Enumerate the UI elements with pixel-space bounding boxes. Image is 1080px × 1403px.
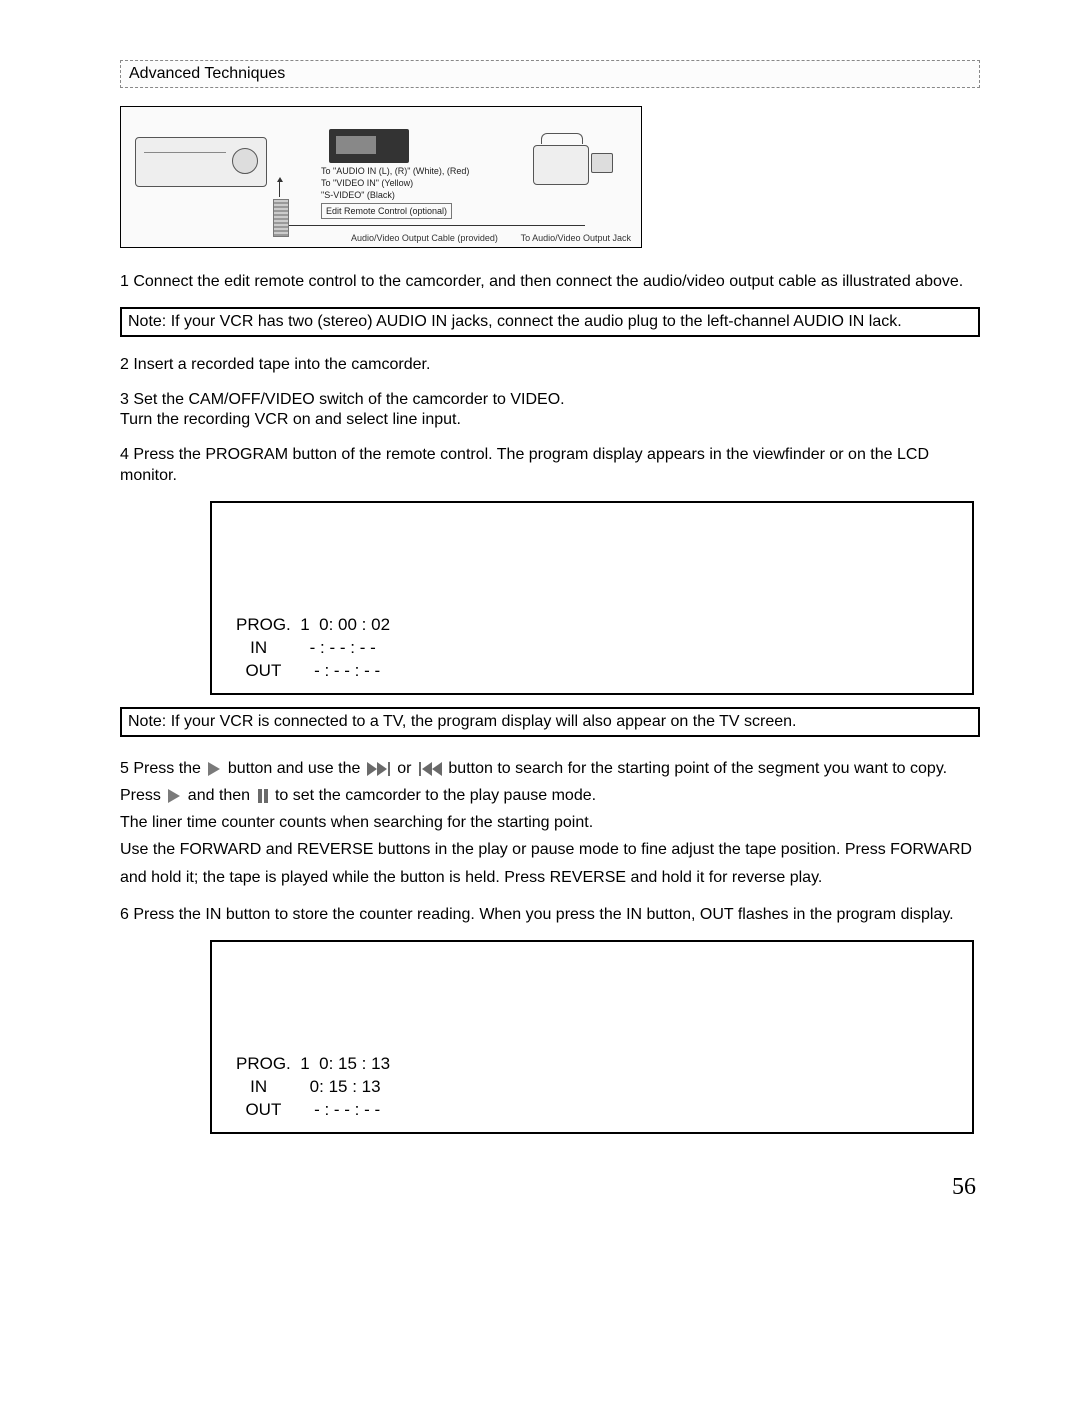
vcr-knob xyxy=(232,148,258,174)
step-6: 6 Press the IN button to store the count… xyxy=(120,905,980,926)
remote-screen xyxy=(336,136,376,154)
vcr-illustration xyxy=(135,137,267,187)
step-5c: Use the FORWARD and REVERSE buttons in t… xyxy=(120,841,972,885)
note-box-2: Note: If your VCR is connected to a TV, … xyxy=(120,707,980,737)
play-icon xyxy=(207,761,221,777)
label-video-in: To "VIDEO IN" (Yellow) xyxy=(321,177,469,189)
note-box-1: Note: If your VCR has two (stereo) AUDIO… xyxy=(120,307,980,337)
label-svideo: "S-VIDEO" (Black) xyxy=(321,189,469,201)
label-edit-remote: Edit Remote Control (optional) xyxy=(321,203,452,219)
label-cable: Audio/Video Output Cable (provided) xyxy=(351,233,498,243)
cam-body xyxy=(533,145,589,185)
cable-line xyxy=(289,225,585,226)
step-1: 1 Connect the edit remote control to the… xyxy=(120,272,980,293)
rewind-icon xyxy=(418,761,442,777)
display-2-text: PROG. 1 0: 15 : 13 IN 0: 15 : 13 OUT - :… xyxy=(236,1053,390,1122)
step-5: 5 Press the button and use the or button… xyxy=(120,755,980,891)
note-1-text: Note: If your VCR has two (stereo) AUDIO… xyxy=(128,313,902,330)
step-5-seg3: or xyxy=(397,760,416,777)
camcorder-illustration xyxy=(523,127,613,189)
page-number: 56 xyxy=(120,1174,980,1201)
step-5-seg5: and then xyxy=(188,787,255,804)
remote-illustration xyxy=(329,129,409,163)
step-3b: Turn the recording VCR on and select lin… xyxy=(120,411,461,428)
step-5-seg1: 5 Press the xyxy=(120,760,205,777)
arrow-icon xyxy=(279,181,280,197)
section-header: Advanced Techniques xyxy=(120,60,980,88)
note-2-text: Note: If your VCR is connected to a TV, … xyxy=(128,713,797,730)
step-5b: The liner time counter counts when searc… xyxy=(120,814,593,831)
fast-forward-icon xyxy=(367,761,391,777)
program-display-1: PROG. 1 0: 00 : 02 IN - : - - : - - OUT … xyxy=(210,501,974,695)
cam-handle xyxy=(541,133,583,144)
step-2: 2 Insert a recorded tape into the camcor… xyxy=(120,355,980,376)
pause-icon xyxy=(257,788,269,804)
vcr-slot xyxy=(144,152,226,153)
step-4: 4 Press the PROGRAM button of the remote… xyxy=(120,445,980,487)
step-3: 3 Set the CAM/OFF/VIDEO switch of the ca… xyxy=(120,390,980,432)
step-5-seg2: button and use the xyxy=(228,760,365,777)
display-1-text: PROG. 1 0: 00 : 02 IN - : - - : - - OUT … xyxy=(236,614,390,683)
step-5-seg6: to set the camcorder to the play pause m… xyxy=(275,787,596,804)
cable-connector xyxy=(273,199,289,237)
diagram-labels: To "AUDIO IN (L), (R)" (White), (Red) To… xyxy=(321,165,469,219)
play-icon-2 xyxy=(167,788,181,804)
step-3a: 3 Set the CAM/OFF/VIDEO switch of the ca… xyxy=(120,391,565,408)
cam-lens xyxy=(591,153,613,173)
label-audio-in: To "AUDIO IN (L), (R)" (White), (Red) xyxy=(321,165,469,177)
connection-diagram: To "AUDIO IN (L), (R)" (White), (Red) To… xyxy=(120,106,642,248)
page-container: Advanced Techniques To "AUDIO IN (L), (R… xyxy=(0,0,1080,1241)
program-display-2: PROG. 1 0: 15 : 13 IN 0: 15 : 13 OUT - :… xyxy=(210,940,974,1134)
label-jack: To Audio/Video Output Jack xyxy=(521,233,631,243)
